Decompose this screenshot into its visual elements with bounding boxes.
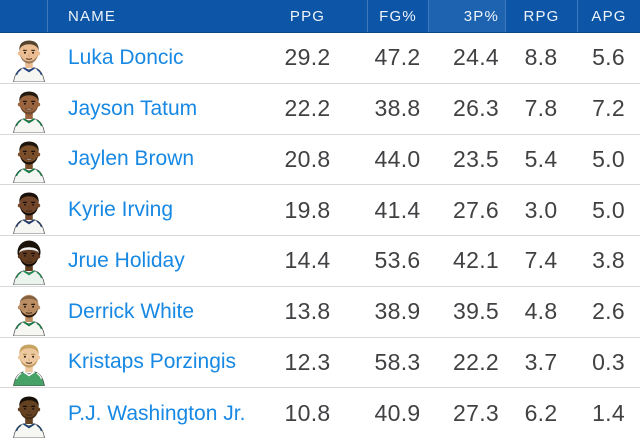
column-header-3p-pct[interactable]: 3P% <box>428 0 505 32</box>
table-header-row: NAME PPG FG% 3P% RPG APG <box>0 0 640 33</box>
stat-rpg: 5.4 <box>524 145 558 172</box>
stat-apg: 0.3 <box>592 348 625 375</box>
stat-fg-pct: 38.9 <box>374 298 421 325</box>
table-body: Luka Doncic 29.2 47.2 24.4 8.8 5.6 Jayso… <box>0 33 640 439</box>
player-row: Jaylen Brown 20.8 44.0 23.5 5.4 5.0 <box>0 134 640 186</box>
stat-ppg: 19.8 <box>284 196 331 223</box>
avatar-cell <box>0 185 48 235</box>
player-name-link[interactable]: Luka Doncic <box>68 45 184 69</box>
player-row: Kristaps Porzingis 12.3 58.3 22.2 3.7 0.… <box>0 337 640 389</box>
stat-3p-pct: 24.4 <box>453 44 499 71</box>
player-portrait-icon <box>9 392 49 438</box>
stat-3p-pct: 26.3 <box>453 95 499 122</box>
column-header-rpg[interactable]: RPG <box>505 0 577 32</box>
avatar-cell <box>0 388 48 439</box>
player-name-link[interactable]: Jayson Tatum <box>68 96 198 120</box>
player-row: Jrue Holiday 14.4 53.6 42.1 7.4 3.8 <box>0 236 640 287</box>
stat-rpg: 8.8 <box>524 44 558 71</box>
player-name-link[interactable]: Derrick White <box>68 299 195 323</box>
stat-ppg: 20.8 <box>284 145 331 172</box>
player-row: Derrick White 13.8 38.9 39.5 4.8 2.6 <box>0 286 640 338</box>
avatar-cell <box>0 84 48 134</box>
player-row: P.J. Washington Jr. 10.8 40.9 27.3 6.2 1… <box>0 388 640 439</box>
name-cell: Derrick White <box>48 287 248 337</box>
stat-fg-pct: 38.8 <box>374 95 421 122</box>
stat-3p-pct: 22.2 <box>453 348 499 375</box>
column-header-name[interactable]: NAME <box>68 7 117 25</box>
player-portrait-icon <box>9 87 49 133</box>
player-name-link[interactable]: Kristaps Porzingis <box>68 350 237 374</box>
stat-apg: 5.0 <box>592 145 625 172</box>
stat-apg: 1.4 <box>592 400 625 427</box>
player-portrait-icon <box>9 239 49 285</box>
player-portrait-icon <box>9 188 49 235</box>
name-cell: Kyrie Irving <box>48 185 248 235</box>
stat-3p-pct: 27.3 <box>453 400 499 427</box>
name-cell: P.J. Washington Jr. <box>48 388 248 439</box>
stat-apg: 2.6 <box>592 298 625 325</box>
column-header-fg-pct[interactable]: FG% <box>367 0 428 32</box>
name-cell: Jaylen Brown <box>48 135 248 185</box>
stat-3p-pct: 39.5 <box>453 298 499 325</box>
stat-rpg: 4.8 <box>524 298 558 325</box>
stat-3p-pct: 23.5 <box>453 145 499 172</box>
stat-3p-pct: 27.6 <box>453 196 499 223</box>
avatar-column-header <box>0 0 48 32</box>
stat-rpg: 7.4 <box>524 247 558 274</box>
player-portrait-icon <box>9 36 49 82</box>
stat-ppg: 22.2 <box>284 95 331 122</box>
column-header-apg[interactable]: APG <box>577 0 640 32</box>
stat-apg: 7.2 <box>592 95 625 122</box>
stat-fg-pct: 58.3 <box>374 348 421 375</box>
stat-rpg: 7.8 <box>524 95 558 122</box>
stat-ppg: 10.8 <box>284 400 331 427</box>
stat-apg: 5.0 <box>592 196 625 223</box>
name-cell: Kristaps Porzingis <box>48 338 248 388</box>
column-header-ppg[interactable]: PPG <box>289 7 326 25</box>
stat-ppg: 13.8 <box>284 298 331 325</box>
player-portrait-icon <box>9 290 49 336</box>
player-name-link[interactable]: Kyrie Irving <box>68 198 174 222</box>
avatar-cell <box>0 236 48 286</box>
stat-fg-pct: 44.0 <box>374 145 421 172</box>
player-portrait-icon <box>9 137 49 184</box>
stat-fg-pct: 53.6 <box>374 247 421 274</box>
player-name-link[interactable]: Jaylen Brown <box>68 147 195 171</box>
avatar-cell <box>0 33 48 83</box>
stat-apg: 5.6 <box>592 44 625 71</box>
stat-ppg: 14.4 <box>284 247 331 274</box>
stat-rpg: 3.7 <box>524 348 558 375</box>
avatar-cell <box>0 287 48 337</box>
player-row: Luka Doncic 29.2 47.2 24.4 8.8 5.6 <box>0 33 640 84</box>
name-cell: Luka Doncic <box>48 33 248 83</box>
avatar-cell <box>0 338 48 388</box>
name-cell: Jayson Tatum <box>48 84 248 134</box>
stat-ppg: 29.2 <box>284 44 331 71</box>
name-cell: Jrue Holiday <box>48 236 248 286</box>
stat-fg-pct: 47.2 <box>374 44 421 71</box>
player-name-link[interactable]: Jrue Holiday <box>68 248 185 272</box>
stat-fg-pct: 40.9 <box>374 400 421 427</box>
stat-rpg: 3.0 <box>524 196 558 223</box>
stat-rpg: 6.2 <box>524 400 558 427</box>
player-name-link[interactable]: P.J. Washington Jr. <box>68 401 246 425</box>
player-row: Jayson Tatum 22.2 38.8 26.3 7.8 7.2 <box>0 83 640 135</box>
stat-fg-pct: 41.4 <box>374 196 421 223</box>
player-portrait-icon <box>9 340 49 387</box>
stat-apg: 3.8 <box>592 247 625 274</box>
stat-ppg: 12.3 <box>284 348 331 375</box>
stat-3p-pct: 42.1 <box>453 247 499 274</box>
avatar-cell <box>0 135 48 185</box>
player-row: Kyrie Irving 19.8 41.4 27.6 3.0 5.0 <box>0 185 640 236</box>
